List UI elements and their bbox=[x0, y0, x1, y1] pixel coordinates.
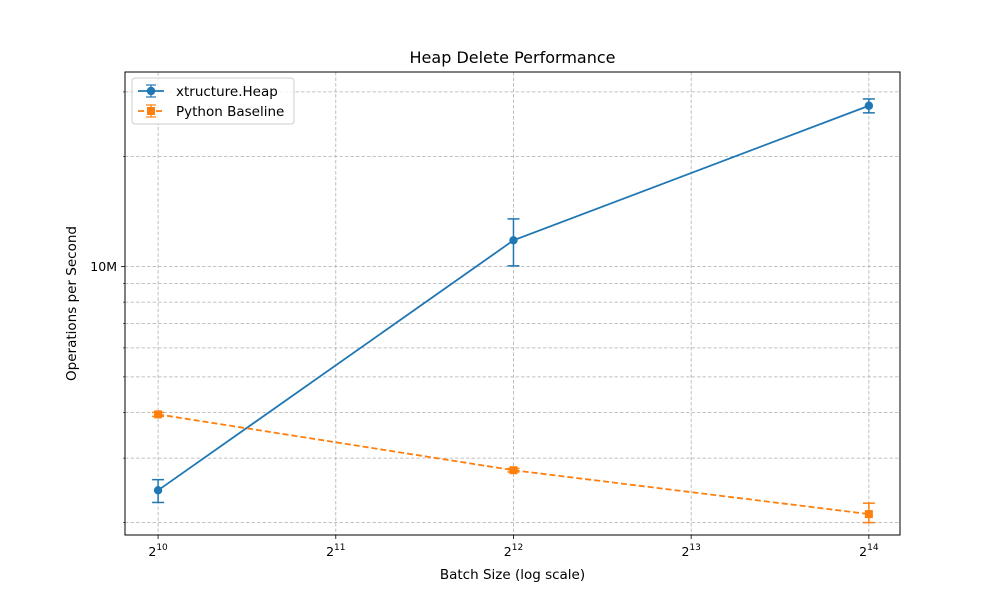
data-point bbox=[864, 101, 874, 110]
x-axis-label: Batch Size (log scale) bbox=[440, 567, 585, 583]
y-axis-label: Operations per Second bbox=[64, 226, 80, 381]
x-tick-label: 212 bbox=[504, 543, 523, 559]
x-tick-label: 211 bbox=[326, 543, 345, 559]
series-xtructure-heap bbox=[152, 98, 875, 504]
data-point bbox=[509, 236, 518, 245]
data-point bbox=[153, 486, 163, 495]
legend-item-xtructure-heap: xtructure.Heap bbox=[138, 84, 278, 100]
legend-marker bbox=[146, 86, 156, 96]
plot-frame bbox=[124, 71, 901, 536]
x-tick-label: 213 bbox=[681, 543, 700, 559]
legend-box bbox=[131, 77, 295, 125]
legend-item-python-baseline: Python Baseline bbox=[138, 104, 284, 120]
series-line bbox=[157, 413, 869, 515]
data-point bbox=[509, 466, 518, 475]
x-tick-label: 214 bbox=[859, 543, 879, 559]
legend-label: Python Baseline bbox=[176, 104, 284, 120]
axis-ticks: 210 211 212 213 214 10M bbox=[90, 91, 879, 559]
chart-title: Heap Delete Performance bbox=[410, 48, 616, 67]
y-tick-label: 10M bbox=[90, 259, 117, 274]
series-layer bbox=[152, 98, 875, 524]
legend-label: xtructure.Heap bbox=[176, 84, 278, 100]
legend-items: xtructure.Heap Python Baseline bbox=[138, 84, 284, 120]
series-python-baseline bbox=[152, 410, 875, 524]
legend: xtructure.Heap Python Baseline bbox=[131, 77, 295, 125]
legend-marker bbox=[147, 107, 155, 115]
x-tick-label: 210 bbox=[148, 543, 168, 559]
grid bbox=[125, 72, 900, 535]
data-point bbox=[154, 410, 163, 419]
data-point bbox=[864, 510, 873, 519]
